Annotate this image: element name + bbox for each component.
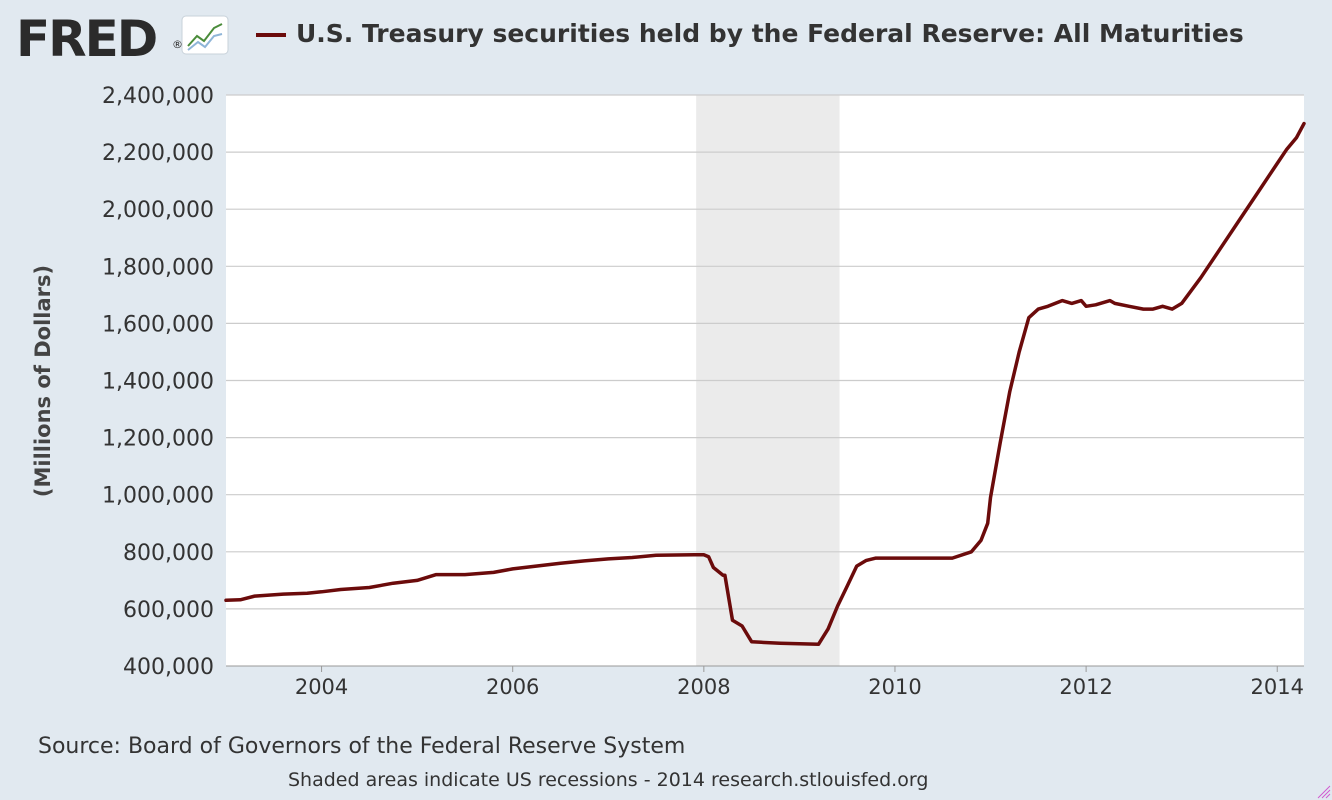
- y-tick-label: 1,600,000: [102, 312, 214, 337]
- chart-title: U.S. Treasury securities held by the Fed…: [296, 19, 1244, 48]
- x-tick-label: 2004: [295, 675, 348, 699]
- source-note: Source: Board of Governors of the Federa…: [38, 734, 685, 759]
- series-line-0: [224, 121, 1306, 647]
- x-tick-label: 2008: [677, 675, 730, 699]
- y-tick-labels: 400,000 600,000 800,000 1,000,000 1,200,000 1…: [102, 84, 214, 680]
- y-tick-label: 2,400,000: [102, 84, 214, 109]
- y-tick-label: 600,000: [123, 598, 214, 623]
- x-tick-label: 2012: [1059, 675, 1112, 699]
- fred-registered-mark: ®: [172, 38, 183, 51]
- y-tick-label: 2,000,000: [102, 198, 214, 223]
- x-tick-label: 2006: [486, 675, 539, 699]
- x-tick-label: 2010: [868, 675, 921, 699]
- recession-note: Shaded areas indicate US recessions - 20…: [288, 769, 928, 791]
- y-tick-label: 1,000,000: [102, 484, 214, 509]
- y-axis-label: (Millions of Dollars): [31, 265, 55, 497]
- resize-grip-icon[interactable]: [1317, 785, 1331, 799]
- y-tick-label: 800,000: [123, 541, 214, 566]
- grid-layer: [226, 94, 1304, 610]
- series-layer: [224, 121, 1306, 647]
- x-tick-labels: 2004 2006 2008 2010 2012 2014: [295, 666, 1304, 699]
- x-tick-label: 2014: [1251, 675, 1304, 699]
- y-tick-label: 1,200,000: [102, 427, 214, 452]
- y-tick-label: 1,800,000: [102, 255, 214, 280]
- fred-logo-text: FRED: [16, 10, 156, 68]
- fred-logo[interactable]: FRED ®: [16, 10, 229, 68]
- y-tick-label: 1,400,000: [102, 370, 214, 395]
- fred-graph-icon: [181, 15, 229, 55]
- y-tick-label: 2,200,000: [102, 141, 214, 166]
- y-tick-label: 400,000: [123, 655, 214, 680]
